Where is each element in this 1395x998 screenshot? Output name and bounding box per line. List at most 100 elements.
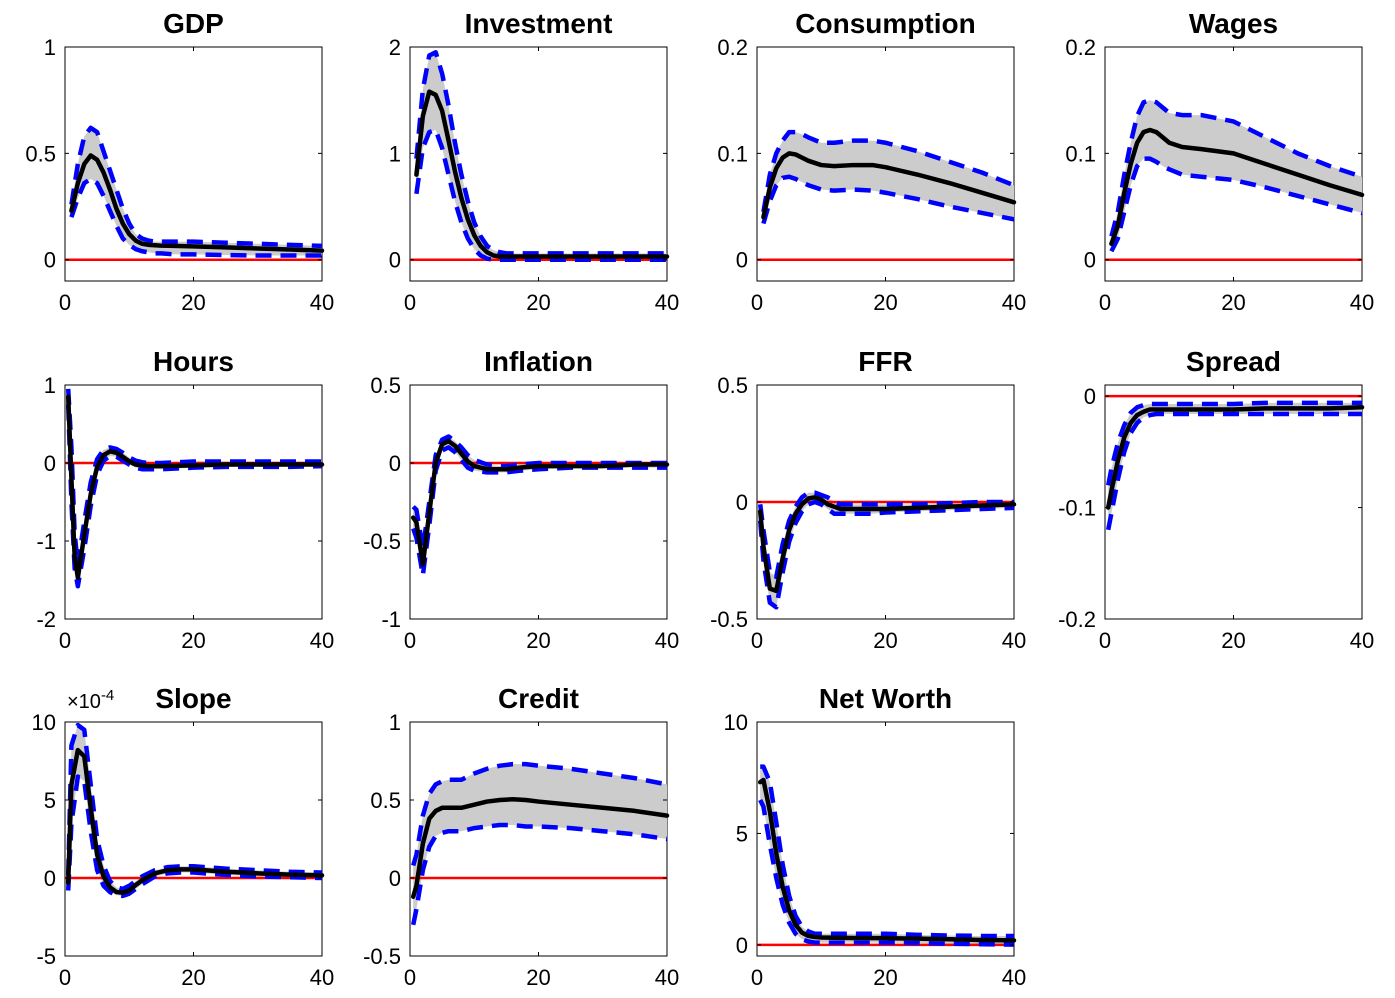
upper-bound-line	[65, 722, 323, 892]
median-response-line	[65, 394, 325, 580]
y-tick-label: 0.5	[370, 788, 401, 813]
x-tick-label: 20	[873, 290, 897, 315]
x-tick-label: 20	[181, 290, 205, 315]
confidence-band	[71, 127, 322, 256]
x-tick-label: 0	[404, 628, 416, 653]
panel-title: GDP	[163, 8, 224, 39]
y-tick-label: 10	[32, 710, 56, 735]
x-tick-label: 0	[751, 290, 763, 315]
y-tick-label: 0.5	[25, 141, 56, 166]
panel-title: Slope	[155, 683, 231, 714]
panel-consumption: 0 20 40 0 0.1 0.2 Consumption	[717, 8, 1026, 315]
y-tick-label: -0.5	[363, 529, 401, 554]
x-tick-label: 0	[59, 628, 71, 653]
median-response-line	[757, 777, 1017, 943]
y-tick-label: 0	[736, 490, 748, 515]
panel-ffr: 0 20 40-0.500.5 FFR	[710, 346, 1026, 653]
y-tick-label: 0	[736, 248, 748, 273]
axis-multiplier-exponent: -4	[101, 687, 114, 704]
y-tick-label: 0	[44, 451, 56, 476]
x-tick-label: 20	[1221, 290, 1245, 315]
upper-bound-line	[1106, 400, 1362, 486]
median-response-line	[65, 747, 325, 896]
lower-bound-line	[1106, 411, 1362, 531]
median-response-line	[410, 796, 670, 899]
y-tick-label: 0.1	[717, 141, 748, 166]
y-tick-label: 0.5	[370, 373, 401, 398]
x-tick-label: 20	[1221, 628, 1245, 653]
y-tick-label: 1	[44, 373, 56, 398]
panel-title: Inflation	[484, 346, 593, 377]
confidence-band	[763, 132, 1014, 224]
panel-wages: 0 20 40 0 0.1 0.2 Wages	[1065, 8, 1374, 315]
lower-bound-line	[758, 799, 1015, 947]
axes-box	[64, 721, 323, 957]
panel-title: Investment	[465, 8, 613, 39]
median-response-line	[1109, 127, 1365, 247]
y-tick-label: 0	[1084, 248, 1096, 273]
axes-box	[409, 721, 668, 957]
lower-bound-line	[65, 774, 323, 899]
axes-box	[1104, 384, 1363, 620]
y-tick-label: 0.2	[717, 35, 748, 60]
x-tick-label: 20	[526, 290, 550, 315]
y-tick-label: 0.2	[1065, 35, 1096, 60]
x-tick-label: 0	[751, 628, 763, 653]
panel-title: Hours	[153, 346, 234, 377]
x-tick-label: 40	[310, 628, 334, 653]
x-tick-label: 40	[655, 290, 679, 315]
x-tick-label: 40	[655, 628, 679, 653]
y-tick-label: 0	[1084, 384, 1096, 409]
median-response-line	[761, 151, 1017, 220]
y-tick-label: 0	[44, 866, 56, 891]
panel-title: FFR	[858, 346, 912, 377]
panel-net-worth: 0 20 40 0 5 10 Net Worth	[724, 683, 1027, 990]
median-response-line	[410, 438, 670, 567]
x-tick-label: 40	[655, 965, 679, 990]
median-response-line	[69, 153, 325, 253]
y-tick-label: 10	[724, 710, 748, 735]
lower-bound-line	[1109, 156, 1363, 253]
x-tick-label: 20	[181, 628, 205, 653]
y-tick-label: 0	[44, 248, 56, 273]
x-tick-label: 0	[404, 290, 416, 315]
y-tick-label: 1	[44, 35, 56, 60]
panel-title: Spread	[1186, 346, 1281, 377]
panel-gdp: 0 20 40 0 0.5 1 GDP	[25, 8, 334, 315]
x-tick-label: 0	[404, 965, 416, 990]
axes-box	[756, 721, 1015, 957]
upper-bound-line	[65, 388, 322, 567]
panel-investment: 0 20 40 0 1 2 Investment	[389, 8, 679, 315]
x-tick-label: 0	[1099, 290, 1111, 315]
axis-multiplier: ×10-4	[67, 687, 114, 713]
y-tick-label: 5	[44, 788, 56, 813]
upper-bound-line	[69, 125, 323, 249]
y-tick-label: -5	[36, 944, 56, 969]
x-tick-label: 40	[1350, 628, 1374, 653]
y-tick-label: 5	[736, 821, 748, 846]
panel-title: Credit	[498, 683, 579, 714]
x-tick-label: 40	[310, 290, 334, 315]
y-tick-label: 2	[389, 35, 401, 60]
y-tick-label: 0	[736, 933, 748, 958]
lower-bound-line	[69, 176, 322, 258]
x-tick-label: 40	[1002, 290, 1026, 315]
panel-title: Net Worth	[819, 683, 952, 714]
median-response-line	[1105, 405, 1365, 510]
lower-bound-line	[411, 822, 668, 926]
x-tick-label: 0	[59, 965, 71, 990]
panel-title: Consumption	[795, 8, 975, 39]
panel-title: Wages	[1189, 8, 1278, 39]
y-tick-label: 1	[389, 710, 401, 735]
y-tick-label: -0.5	[363, 944, 401, 969]
y-tick-label: -0.5	[710, 607, 748, 632]
y-tick-label: 0	[389, 866, 401, 891]
axes-box	[409, 384, 668, 620]
y-tick-label: 0.5	[717, 373, 748, 398]
x-tick-label: 40	[1350, 290, 1374, 315]
panel-inflation: 0 20 40 -1 -0.5 0 0.5 Inflation	[363, 346, 679, 653]
y-tick-label: -0.2	[1058, 607, 1096, 632]
confidence-band	[1108, 402, 1362, 530]
lower-bound-line	[757, 499, 1015, 610]
